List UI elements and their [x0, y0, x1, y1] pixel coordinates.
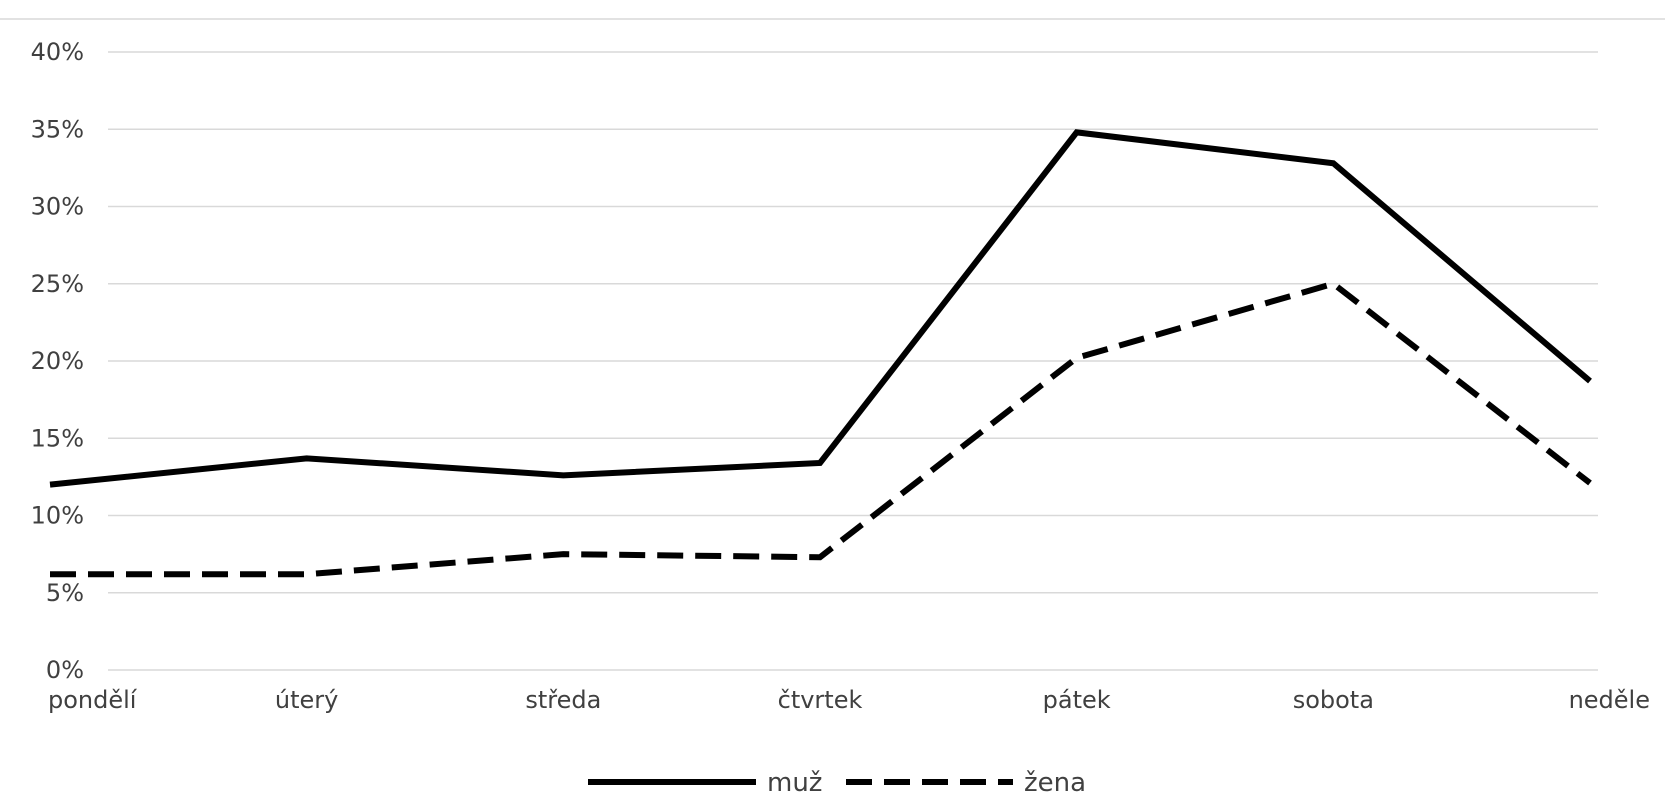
x-tick-label: středa [525, 686, 601, 714]
y-axis-tick-labels: 0% 5% 10% 15% 20% 25% 30% 35% 40% [31, 38, 84, 684]
series-line-muz [49, 129, 1592, 488]
y-tick-label: 15% [31, 424, 84, 452]
x-tick-label: pondělí [48, 686, 138, 714]
y-tick-label: 40% [31, 38, 84, 66]
y-tick-label: 5% [46, 579, 84, 607]
y-tick-label: 20% [31, 347, 84, 375]
x-tick-label: pátek [1043, 686, 1111, 714]
legend: muž žena [588, 768, 1086, 798]
x-axis-tick-labels: pondělí úterý středa čtvrtek pátek sobota nedě… [48, 686, 1650, 714]
x-tick-label: neděle [1569, 686, 1650, 714]
y-tick-label: 35% [31, 115, 84, 143]
y-tick-label: 30% [31, 193, 84, 221]
y-tick-label: 10% [31, 502, 84, 530]
y-tick-label: 0% [46, 656, 84, 684]
x-tick-label: úterý [275, 686, 338, 714]
x-tick-label: sobota [1293, 686, 1374, 714]
x-tick-label: čtvrtek [778, 686, 863, 714]
y-tick-label: 25% [31, 270, 84, 298]
legend-label: žena [1024, 768, 1086, 798]
series-line-zena [50, 280, 1592, 578]
series-lines [49, 129, 1592, 578]
legend-label: muž [767, 768, 822, 798]
gridlines [108, 51, 1598, 671]
